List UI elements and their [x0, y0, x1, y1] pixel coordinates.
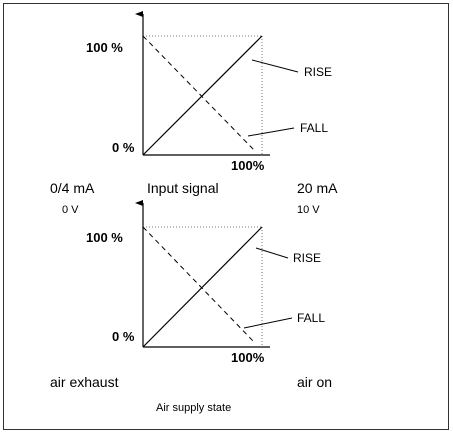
y-bottom-label: 0 %: [112, 140, 135, 155]
right-label: 20 mA: [297, 180, 338, 196]
rise-label: RISE: [304, 65, 332, 79]
left-sub: 0 V: [62, 204, 79, 216]
center-label: Input signal: [147, 180, 219, 196]
y-bottom-label: 0 %: [112, 329, 135, 344]
rise-leader: [255, 247, 289, 259]
chart-top: 100 % 0 % 100% RISE FALL 0/4 mA Input si…: [50, 11, 338, 216]
x-end-label: 100%: [231, 158, 265, 173]
left-label: air exhaust: [50, 374, 119, 390]
fall-line: [142, 35, 255, 151]
right-sub: 10 V: [297, 204, 320, 216]
frame: [3, 3, 449, 430]
right-label: air on: [297, 374, 332, 390]
fall-line: [142, 226, 255, 343]
chart-bottom: 100 % 0 % 100% RISE FALL air exhaust air…: [50, 200, 332, 414]
fall-label: FALL: [297, 311, 325, 325]
fall-leader: [243, 317, 293, 329]
fall-leader: [247, 127, 295, 137]
rise-line: [142, 226, 263, 348]
left-label: 0/4 mA: [50, 180, 95, 196]
y-top-label: 100 %: [86, 230, 123, 245]
rise-label: RISE: [293, 251, 321, 265]
fall-label: FALL: [300, 121, 328, 135]
rise-leader: [251, 59, 299, 73]
y-top-label: 100 %: [86, 40, 123, 55]
x-end-label: 100%: [231, 350, 265, 365]
bottom-label: Air supply state: [156, 402, 231, 414]
rise-line: [142, 35, 263, 156]
